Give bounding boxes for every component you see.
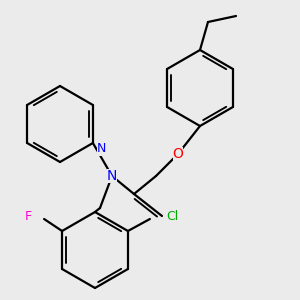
Text: F: F — [25, 211, 32, 224]
Text: Cl: Cl — [166, 211, 178, 224]
Text: N: N — [97, 142, 106, 155]
Text: N: N — [107, 169, 117, 183]
Text: O: O — [172, 147, 183, 161]
Text: O: O — [167, 211, 177, 225]
